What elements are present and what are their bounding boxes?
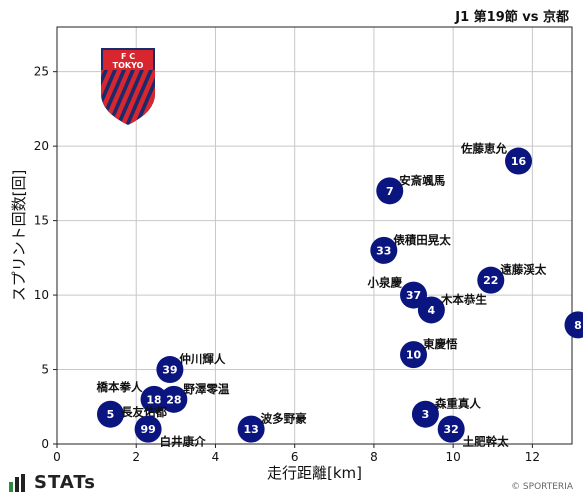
player-marker: [134, 415, 162, 443]
y-tick-label: 25: [34, 65, 49, 79]
player-marker: [96, 400, 124, 428]
player-number: 3: [422, 408, 430, 421]
player-number: 4: [428, 304, 436, 317]
player-number: 18: [146, 393, 161, 406]
player-marker: [140, 385, 168, 413]
copyright-text: © SPORTERIA: [511, 482, 573, 492]
x-tick-label: 4: [212, 450, 220, 464]
player-name-label: 森重真人: [435, 397, 481, 411]
logo-text-fc: F C: [121, 52, 135, 61]
player-number: 99: [140, 423, 155, 436]
player-number: 8: [574, 319, 582, 332]
x-tick-label: 6: [291, 450, 299, 464]
player-number: 32: [444, 423, 459, 436]
player-number: 16: [511, 155, 527, 168]
player-name-label: 俵積田晃太: [393, 233, 451, 247]
x-axis-title: 走行距離[km]: [267, 464, 362, 482]
player-marker: [160, 385, 188, 413]
player-marker: [477, 266, 505, 294]
data-point: 16 佐藤恵允: [460, 142, 533, 175]
player-name-label: 仲川輝人: [179, 352, 225, 366]
player-number: 39: [162, 364, 177, 377]
stats-logo-icon: [9, 473, 25, 492]
player-marker: [376, 177, 404, 205]
player-number: 10: [406, 349, 422, 362]
axes: 0 2 4 6 8 10 12 0 5 10 15 20 25: [34, 26, 573, 464]
y-tick-label: 0: [41, 437, 49, 451]
player-name-label: 白井康介: [160, 435, 206, 449]
player-name-label: 安斎颯馬: [399, 173, 445, 187]
player-marker: [237, 415, 265, 443]
player-number: 5: [107, 408, 115, 421]
stats-brand: STATs: [8, 472, 96, 493]
player-number: 13: [243, 423, 258, 436]
data-point: 8高宇洋: [564, 311, 583, 339]
x-tick-label: 12: [525, 450, 540, 464]
data-point: 5 長友佑都: [96, 400, 167, 428]
player-marker: [411, 400, 439, 428]
player-number: 7: [386, 185, 394, 198]
player-name-label: 遠藤渓太: [500, 263, 546, 277]
plot-frame: [56, 26, 573, 445]
player-name-label: 長友佑都: [121, 405, 167, 419]
player-marker: [437, 415, 465, 443]
x-tick-label: 2: [132, 450, 140, 464]
x-tick-label: 0: [53, 450, 61, 464]
y-axis-title: スプリント回数[回]: [10, 170, 28, 302]
player-marker: [417, 296, 445, 324]
player-name-label: 橋本拳人: [97, 380, 143, 394]
y-tick-label: 5: [41, 363, 49, 377]
data-point: 3 森重真人: [411, 397, 481, 428]
player-marker: [564, 311, 583, 339]
player-number: 33: [376, 244, 391, 257]
player-name-label: 野澤零温: [183, 382, 229, 396]
data-point: 99 白井康介: [134, 415, 206, 449]
player-name-label: 東慶悟: [423, 337, 458, 351]
player-name-label: 小泉慶: [367, 276, 403, 290]
y-tick-label: 15: [34, 214, 49, 228]
x-tick-label: 8: [370, 450, 378, 464]
data-point: 4 木本恭生: [417, 292, 487, 324]
player-number: 28: [166, 393, 181, 406]
player-marker: [370, 236, 398, 264]
x-tick-label: 10: [446, 450, 461, 464]
player-marker: [400, 281, 428, 309]
player-marker: [505, 147, 533, 175]
data-points: 16佐藤恵允7安斎颯馬33俵積田晃太22遠藤渓太37小泉慶4木本恭生8高宇洋10…: [97, 142, 583, 449]
player-name-label: 佐藤恵允: [460, 142, 507, 156]
player-marker: [156, 356, 184, 384]
player-number: 37: [406, 289, 421, 302]
player-name-label: 木本恭生: [440, 292, 487, 306]
player-number: 22: [483, 274, 498, 287]
data-point: 32 土肥幹太: [437, 415, 509, 449]
logo-text-tokyo: TOKYO: [113, 61, 144, 70]
player-marker: [400, 341, 428, 369]
stats-brand-text: STATs: [34, 472, 96, 493]
y-tick-label: 10: [34, 288, 49, 302]
match-title: J1 第19節 vs 京都: [455, 10, 569, 25]
player-name-label: 波多野豪: [261, 412, 307, 426]
player-name-label: 土肥幹太: [463, 435, 509, 449]
y-tick-label: 20: [34, 139, 49, 153]
data-point: 7 安斎颯馬: [376, 173, 445, 205]
